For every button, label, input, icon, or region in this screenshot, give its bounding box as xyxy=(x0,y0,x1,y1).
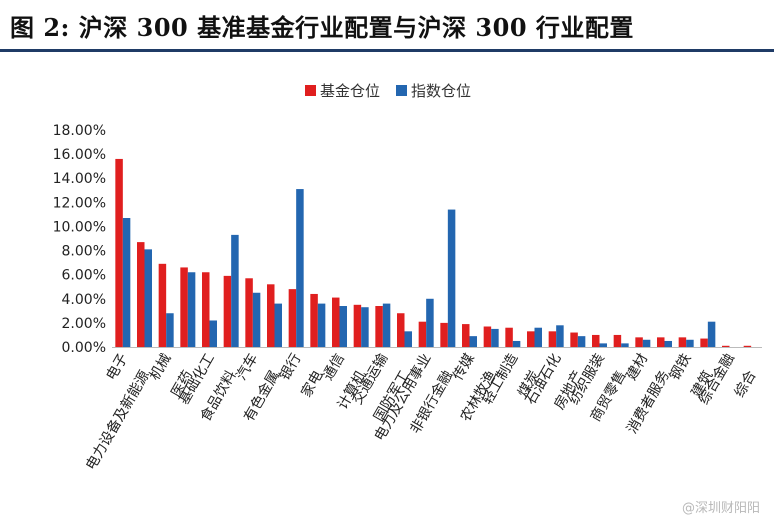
bar-index xyxy=(274,303,282,347)
y-tick-label: 0.00% xyxy=(62,340,106,356)
bar-index xyxy=(534,327,542,347)
bar-fund xyxy=(115,158,123,347)
x-axis: 电子电力设备及新能源机械医药基础化工食品饮料汽车有色金属银行家电通信计算机交通运… xyxy=(82,347,762,473)
x-tick-label: 电力设备及新能源 xyxy=(82,368,153,473)
bar-fund xyxy=(267,284,275,347)
bar-fund xyxy=(245,278,253,347)
bar-index xyxy=(642,339,651,347)
bar-index xyxy=(426,298,434,347)
bar-fund xyxy=(202,272,210,347)
bar-fund xyxy=(223,275,232,347)
bar-index xyxy=(339,306,347,347)
y-tick-label: 8.00% xyxy=(62,244,106,260)
x-tick-label: 建材 xyxy=(623,351,651,383)
bar-index xyxy=(664,340,672,347)
bar-fund xyxy=(505,327,513,347)
figure-title: 图 2: 沪深 300 基准基金行业配置与沪深 300 行业配置 xyxy=(10,13,634,42)
legend-swatch-fund xyxy=(305,85,316,96)
bar-fund xyxy=(635,337,643,347)
title-divider xyxy=(0,49,774,52)
bar-index xyxy=(469,336,477,347)
bar-fund xyxy=(440,322,448,347)
bar-index xyxy=(252,292,261,347)
chart-bars xyxy=(115,158,752,347)
y-tick-label: 4.00% xyxy=(62,292,106,308)
bar-index xyxy=(556,325,564,347)
bar-index xyxy=(621,343,629,347)
bar-index xyxy=(382,303,391,347)
bar-fund xyxy=(397,313,405,347)
bar-fund xyxy=(527,331,535,347)
y-tick-label: 2.00% xyxy=(62,316,106,332)
x-tick-label: 传媒 xyxy=(450,351,478,383)
bar-fund xyxy=(310,293,318,347)
y-tick-label: 6.00% xyxy=(62,268,106,284)
bar-index xyxy=(491,328,499,347)
bar-fund xyxy=(570,332,578,347)
bar-fund xyxy=(158,263,167,347)
y-tick-label: 18.00% xyxy=(53,123,106,139)
bar-index xyxy=(404,331,412,347)
chart-legend: 基金仓位 指数仓位 xyxy=(305,82,471,100)
bar-index xyxy=(122,218,131,347)
y-tick-label: 16.00% xyxy=(53,147,106,163)
bar-fund xyxy=(722,345,730,347)
bar-index xyxy=(361,307,369,347)
x-tick-label: 银行 xyxy=(277,351,305,383)
bar-index xyxy=(296,189,304,347)
x-tick-label: 综合 xyxy=(732,368,760,400)
bar-fund xyxy=(548,331,557,347)
bar-index xyxy=(599,343,607,347)
bar-index xyxy=(577,336,586,347)
bar-index xyxy=(187,272,196,347)
bar-index xyxy=(512,340,521,347)
legend-swatch-index xyxy=(396,85,407,96)
bar-fund xyxy=(375,306,383,347)
bar-fund xyxy=(613,334,622,347)
bar-index xyxy=(166,313,174,347)
x-tick-label: 机械 xyxy=(147,351,175,383)
y-axis: 0.00% 2.00% 4.00% 6.00% 8.00% 10.00% 12.00% 14.… xyxy=(53,123,106,356)
bar-fund xyxy=(332,297,340,347)
x-tick-label: 钢铁 xyxy=(667,351,695,383)
y-tick-label: 10.00% xyxy=(53,219,106,235)
bar-fund xyxy=(592,334,600,347)
x-tick-label: 电子 xyxy=(103,351,131,383)
bar-fund xyxy=(462,324,470,347)
x-tick-label: 通信 xyxy=(320,351,348,383)
bar-index xyxy=(144,249,152,347)
bar-fund xyxy=(180,267,188,347)
bar-index xyxy=(209,320,217,347)
bar-fund xyxy=(483,326,492,347)
bar-fund xyxy=(678,337,687,347)
bar-fund xyxy=(137,242,145,347)
legend-label-fund: 基金仓位 xyxy=(320,82,380,100)
bar-fund xyxy=(288,289,297,347)
bar-index xyxy=(317,303,326,347)
bar-index xyxy=(447,209,456,347)
bar-fund xyxy=(657,337,665,347)
watermark: @深圳财阳阳 xyxy=(681,501,760,516)
bar-fund xyxy=(700,338,708,347)
bar-fund xyxy=(743,345,752,347)
bar-fund xyxy=(418,321,427,347)
legend-label-index: 指数仓位 xyxy=(411,82,471,100)
y-tick-label: 12.00% xyxy=(53,195,106,211)
bar-index xyxy=(231,234,239,347)
x-tick-label: 汽车 xyxy=(233,351,262,384)
y-tick-label: 14.00% xyxy=(53,171,106,187)
bar-index xyxy=(707,321,716,347)
bar-index xyxy=(686,339,694,347)
bar-fund xyxy=(353,304,362,347)
